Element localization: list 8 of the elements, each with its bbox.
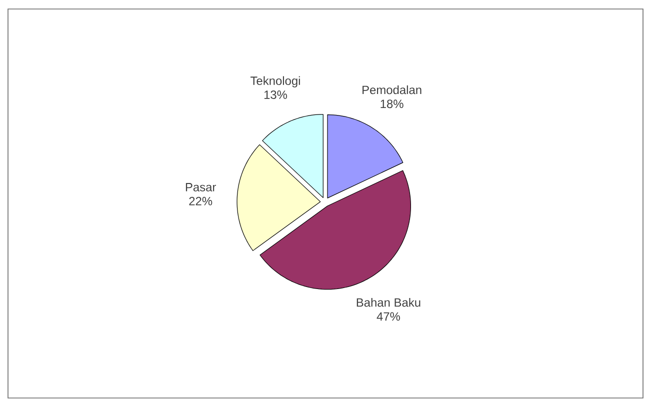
data-label: 47% (376, 312, 400, 321)
slice-label: Pemodalan (362, 85, 422, 94)
data-label: 18% (380, 100, 404, 108)
slice-label: Bahan Baku (356, 298, 420, 307)
data-label: 22% (189, 196, 212, 206)
data-label: 13% (264, 90, 288, 99)
slice-label: Teknologi (250, 76, 300, 88)
slice-label: Pasar (186, 183, 216, 192)
